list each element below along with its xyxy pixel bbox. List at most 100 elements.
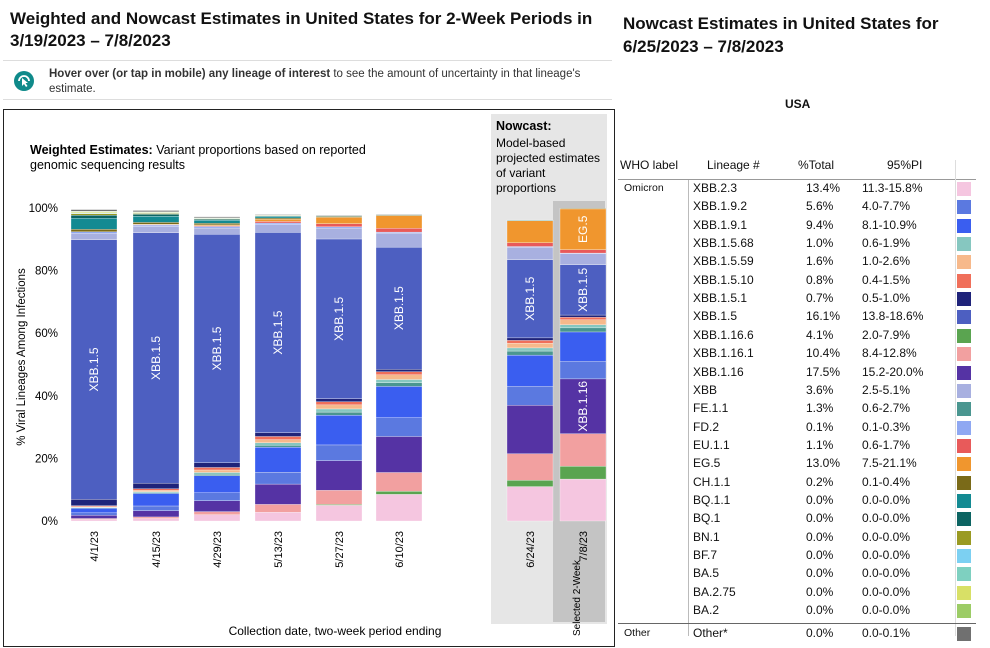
bar-segment-xbb[interactable]: [315, 227, 363, 240]
bar-segment-xbb-1-5-68[interactable]: [559, 324, 607, 329]
bar-segment-fd-2[interactable]: [315, 226, 363, 229]
bar-segment-xbb-2-3[interactable]: [315, 505, 363, 522]
bar-segment-fd-2[interactable]: [70, 231, 118, 234]
bar-segment-xbb-1-5-1[interactable]: [193, 462, 241, 468]
bar-segment-xbb-1-5[interactable]: [70, 239, 118, 500]
bar-segment-xbb-1-5[interactable]: [193, 234, 241, 463]
bar-segment-other-[interactable]: [254, 214, 302, 216]
bar-segment-xbb-1-9-1[interactable]: [506, 354, 554, 387]
bar-segment-xbb-1-5[interactable]: [559, 264, 607, 316]
bar-segment-xbb-1-5-68[interactable]: [375, 379, 423, 383]
bar-segment-xbb-1-5-10[interactable]: [559, 317, 607, 320]
bar-segment-xbb-1-5-1[interactable]: [506, 337, 554, 341]
bar-segment-ch-1-1[interactable]: [559, 208, 607, 210]
bar-segment-xbb-1-16[interactable]: [132, 510, 180, 518]
bar-segment-xbb-1-16[interactable]: [375, 436, 423, 473]
bar-segment-xbb-1-5-68[interactable]: [506, 347, 554, 352]
bar-segment-xbb-1-5[interactable]: [254, 232, 302, 433]
bar-segment-xbb-1-16-1[interactable]: [193, 511, 241, 515]
bar-segment-xbb[interactable]: [375, 232, 423, 248]
bar-segment-xbb-1-5-10[interactable]: [375, 371, 423, 375]
bar-segment-eu-1-1[interactable]: [559, 249, 607, 254]
bar-segment-xbb-1-5-1[interactable]: [375, 369, 423, 372]
bar-segment-fe-1-1[interactable]: [254, 445, 302, 448]
bar-segment-xbb-1-9-1[interactable]: [375, 386, 423, 418]
bar-segment-xbb-2-3[interactable]: [132, 518, 180, 522]
bar-segment-xbb-1-5[interactable]: [315, 238, 363, 399]
bar-segment-xbb-1-5-10[interactable]: [315, 401, 363, 406]
bar-segment-eu-1-1[interactable]: [254, 221, 302, 224]
bar-segment-xbb[interactable]: [70, 233, 118, 240]
bar-segment-xbb-1-5-1[interactable]: [254, 432, 302, 437]
bar-segment-xbb-1-5-10[interactable]: [506, 340, 554, 344]
bar-segment-xbb-1-16[interactable]: [70, 515, 118, 519]
bar-segment-xbb-1-5-10[interactable]: [193, 467, 241, 471]
bar-segment-eu-1-1[interactable]: [375, 228, 423, 233]
bar-segment-xbb-1-5-59[interactable]: [506, 343, 554, 349]
bar-segment-xbb-1-5-59[interactable]: [193, 469, 241, 473]
bar-segment-xbb-1-16-1[interactable]: [375, 472, 423, 492]
bar-segment-ch-1-1[interactable]: [70, 229, 118, 232]
bar-segment-xbb-1-5-1[interactable]: [132, 482, 180, 489]
bar-segment-xbb-1-16[interactable]: [559, 378, 607, 434]
bar-segment-eu-1-1[interactable]: [506, 242, 554, 247]
bar-segment-other-[interactable]: [132, 210, 180, 212]
bar-segment-xbb-1-9-2[interactable]: [132, 505, 180, 511]
bar-segment-xbb-2-3[interactable]: [375, 494, 423, 522]
bar-segment-xbb-1-9-2[interactable]: [315, 444, 363, 461]
bar-segment-xbb-1-5-59[interactable]: [375, 374, 423, 380]
bar-segment-eg-5[interactable]: [315, 217, 363, 224]
bar-segment-ch-1-1[interactable]: [132, 222, 180, 225]
bar-segment-xbb-1-16-6[interactable]: [375, 491, 423, 495]
bar-segment-xbb-1-9-2[interactable]: [506, 386, 554, 406]
bar-segment-xbb-1-9-1[interactable]: [132, 493, 180, 507]
bar-segment-bn-1[interactable]: [70, 213, 118, 216]
bar-segment-xbb-1-5-68[interactable]: [315, 408, 363, 413]
bar-segment-other-[interactable]: [193, 216, 241, 218]
bar-segment-bq-1-1[interactable]: [132, 215, 180, 223]
bar-segment-xbb-1-16-1[interactable]: [506, 453, 554, 481]
bar-segment-eg-5[interactable]: [506, 220, 554, 243]
bar-segment-xbb[interactable]: [193, 227, 241, 235]
bar-segment-bq-1[interactable]: [132, 214, 180, 217]
bar-segment-fe-1-1[interactable]: [193, 474, 241, 476]
bar-segment-xbb-1-16[interactable]: [254, 483, 302, 505]
bar-segment-xbb-2-3[interactable]: [70, 519, 118, 522]
bar-segment-xbb-1-9-1[interactable]: [70, 508, 118, 514]
bar-segment-fd-2[interactable]: [193, 226, 241, 229]
bar-segment-eg-5[interactable]: [559, 208, 607, 250]
bar-segment-xbb-1-5-68[interactable]: [132, 491, 180, 493]
bar-segment-xbb-1-16[interactable]: [506, 405, 554, 454]
bar-segment-xbb-1-9-2[interactable]: [375, 417, 423, 437]
bar-segment-eg-5[interactable]: [254, 219, 302, 222]
bar-segment-xbb[interactable]: [132, 226, 180, 233]
bar-segment-xbb-1-5-10[interactable]: [132, 488, 180, 491]
bar-segment-xbb-2-3[interactable]: [193, 514, 241, 522]
bar-segment-xbb-1-9-2[interactable]: [193, 492, 241, 501]
bar-segment-xbb-1-5-1[interactable]: [315, 398, 363, 402]
bar-segment-xbb-1-16-1[interactable]: [559, 433, 607, 467]
bar-segment-xbb-1-16[interactable]: [193, 500, 241, 512]
bar-segment-other-[interactable]: [375, 214, 423, 215]
bar-segment-xbb-2-3[interactable]: [254, 512, 302, 522]
bar-segment-xbb-1-5-59[interactable]: [132, 490, 180, 492]
bar-segment-xbb-1-5-59[interactable]: [315, 404, 363, 410]
bar-segment-xbb-1-16-1[interactable]: [315, 490, 363, 505]
bar-segment-xbb[interactable]: [254, 224, 302, 233]
bar-segment-bq-1[interactable]: [70, 215, 118, 219]
bar-segment-xbb-1-5-59[interactable]: [254, 439, 302, 443]
bar-segment-xbb-1-16-1[interactable]: [254, 504, 302, 513]
bar-segment-fe-1-1[interactable]: [559, 327, 607, 333]
bar-segment-bq-1-1[interactable]: [254, 216, 302, 219]
bar-segment-xbb-1-5-59[interactable]: [559, 319, 607, 325]
bar-segment-xbb-1-5[interactable]: [132, 232, 180, 484]
bar-segment-xbb-1-9-2[interactable]: [70, 512, 118, 516]
bar-segment-other-[interactable]: [315, 215, 363, 216]
bar-segment-bq-1-1[interactable]: [193, 220, 241, 224]
bar-segment-xbb-1-5[interactable]: [375, 246, 423, 370]
bar-segment-xbb-1-16[interactable]: [315, 460, 363, 491]
bar-segment-xbb[interactable]: [506, 246, 554, 260]
bar-segment-ch-1-1[interactable]: [193, 223, 241, 226]
bar-segment-fe-1-1[interactable]: [506, 350, 554, 356]
bar-segment-xbb-1-9-1[interactable]: [193, 475, 241, 493]
